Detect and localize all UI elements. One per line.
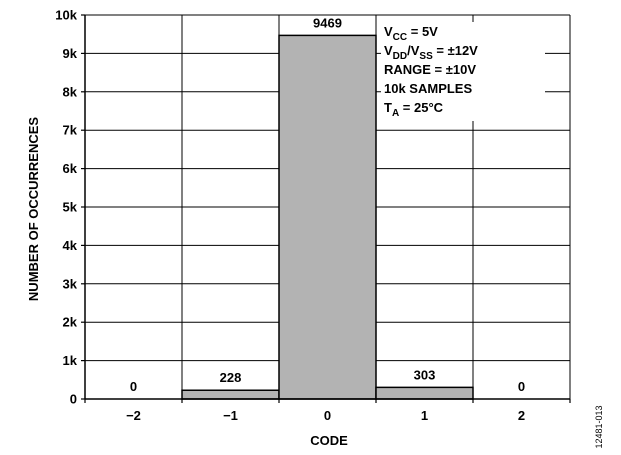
x-tick-label: 0 — [324, 408, 331, 423]
annotation-line: TA = 25°C — [384, 100, 444, 119]
y-tick-label: 9k — [63, 46, 78, 61]
data-label: 228 — [220, 370, 242, 385]
figure-id: 12481-013 — [594, 405, 604, 448]
y-tick-label: 5k — [63, 200, 78, 215]
data-label: 0 — [130, 379, 137, 394]
annotation-text: = ±12V — [433, 43, 478, 58]
subscript: CC — [393, 32, 407, 43]
bar — [181, 389, 280, 400]
annotation-background — [381, 22, 545, 121]
bar — [375, 386, 474, 400]
y-tick-label: 3k — [63, 276, 78, 291]
annotation-text: V — [384, 24, 393, 39]
x-tick-labels: −2 −1 0 1 2 — [126, 408, 525, 423]
x-axis-title: CODE — [310, 433, 348, 448]
y-tick-label: 7k — [63, 123, 78, 138]
data-label: 9469 — [313, 15, 342, 30]
data-labels: 0 228 9469 303 0 — [130, 15, 525, 394]
annotation-line: VDD/VSS = ±12V — [384, 43, 478, 62]
y-tick-label: 8k — [63, 84, 78, 99]
annotation-text: T — [384, 100, 392, 115]
annotation-line: RANGE = ±10V — [384, 62, 476, 77]
data-label: 0 — [518, 379, 525, 394]
x-tick-label: 2 — [518, 408, 525, 423]
bars — [181, 34, 474, 400]
y-tick-labels: 0 1k 2k 3k 4k 5k 6k 7k 8k 9k 10k — [55, 8, 77, 407]
axes — [81, 14, 571, 403]
y-axis-title: NUMBER OF OCCURRENCES — [26, 117, 41, 302]
annotation-text: = 25°C — [399, 100, 443, 115]
subscript: A — [392, 108, 399, 119]
y-tick-label: 2k — [63, 315, 78, 330]
data-label: 303 — [414, 367, 436, 382]
annotation-text: V — [384, 43, 393, 58]
y-tick-label: 4k — [63, 238, 78, 253]
bar — [278, 34, 377, 400]
y-tick-label: 6k — [63, 161, 78, 176]
x-tick-label: −1 — [223, 408, 238, 423]
y-tick-label: 0 — [70, 392, 77, 407]
x-tick-label: −2 — [126, 408, 141, 423]
annotation-text: 10k SAMPLES — [384, 81, 472, 96]
annotation-line: VCC = 5V — [384, 24, 438, 43]
annotation-text: = 5V — [407, 24, 438, 39]
annotation-text: RANGE = ±10V — [384, 62, 476, 77]
y-tick-label: 1k — [63, 353, 78, 368]
annotation-line: 10k SAMPLES — [384, 81, 472, 96]
x-tick-label: 1 — [421, 408, 428, 423]
annotation-text: /V — [407, 43, 420, 58]
subscript: SS — [419, 51, 433, 62]
y-tick-label: 10k — [55, 8, 77, 23]
subscript: DD — [393, 51, 407, 62]
